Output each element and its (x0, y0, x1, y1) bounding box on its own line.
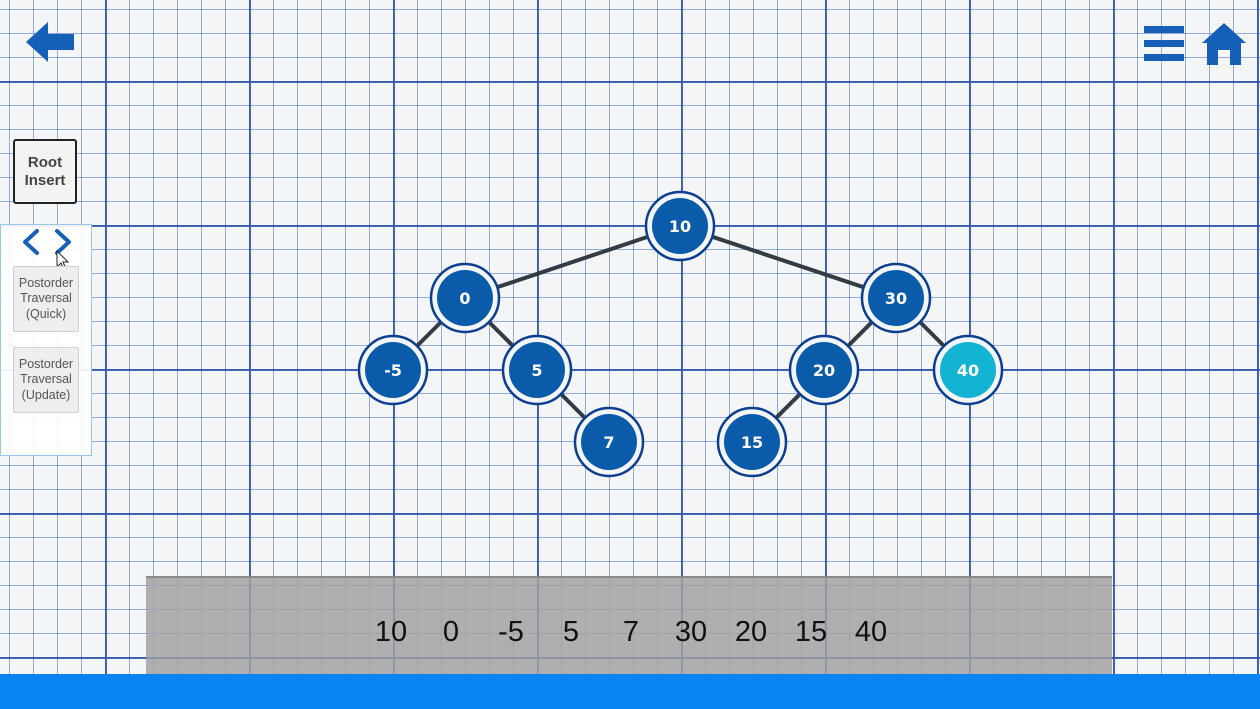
tree-node-30[interactable]: 30 (860, 262, 932, 334)
traversal-output-value: 10 (374, 616, 408, 648)
postorder-traversal-quick-button[interactable]: Postorder Traversal (Quick) (13, 266, 79, 332)
back-arrow-icon[interactable] (26, 20, 76, 64)
postorder-update-label: Postorder Traversal (Update) (18, 356, 74, 402)
tree-node-5[interactable]: 5 (501, 334, 573, 406)
hamburger-menu-icon[interactable] (1142, 22, 1186, 66)
traversal-output-value: 15 (794, 616, 828, 648)
postorder-quick-label: Postorder Traversal (Quick) (18, 275, 74, 321)
traversal-output-value: 20 (734, 616, 768, 648)
tree-node-0[interactable]: 0 (429, 262, 501, 334)
tree-node-label: 5 (531, 361, 542, 380)
tree-node-7[interactable]: 7 (573, 406, 645, 478)
chevron-left-icon[interactable] (20, 228, 42, 256)
chevron-right-icon[interactable] (52, 228, 74, 256)
tree-node-label: 30 (885, 289, 907, 308)
tree-node--5[interactable]: -5 (357, 334, 429, 406)
traversal-output-value: 40 (854, 616, 888, 648)
tree-node-label: 15 (741, 433, 763, 452)
tree-node-10[interactable]: 10 (644, 190, 716, 262)
traversal-output-value: 30 (674, 616, 708, 648)
traversal-output-value: 7 (622, 616, 640, 648)
traversal-output-value: 0 (442, 616, 460, 648)
tree-node-label: 0 (459, 289, 470, 308)
tree-node-40[interactable]: 40 (932, 334, 1004, 406)
postorder-traversal-update-button[interactable]: Postorder Traversal (Update) (13, 347, 79, 413)
tree-node-label: 7 (603, 433, 614, 452)
traversal-output-value: 5 (562, 616, 580, 648)
tree-node-15[interactable]: 15 (716, 406, 788, 478)
tree-node-label: 40 (957, 361, 979, 380)
bottom-bar (0, 674, 1260, 709)
tree-node-label: 10 (669, 217, 691, 236)
home-icon[interactable] (1200, 20, 1248, 68)
root-insert-button[interactable]: Root Insert (13, 139, 77, 204)
side-panel (0, 224, 92, 456)
tree-node-label: -5 (384, 361, 402, 380)
tree-node-20[interactable]: 20 (788, 334, 860, 406)
traversal-output-value: -5 (498, 616, 524, 648)
tree-node-label: 20 (813, 361, 835, 380)
traversal-output-bar (146, 576, 1112, 676)
